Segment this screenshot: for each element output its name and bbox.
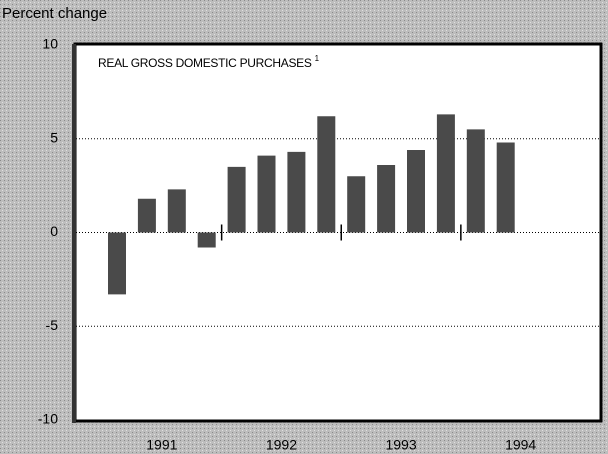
title-note: 1 [315,54,320,63]
bar [407,150,425,233]
y-tick-label: 5 [50,129,58,145]
x-tick-label: 1992 [266,437,297,453]
bar [347,176,366,233]
plot-shadow [72,44,76,423]
y-tick-label: 10 [42,36,58,52]
bar [137,198,156,233]
bar [167,189,186,233]
bar [436,114,455,233]
bar [496,142,515,233]
bar [227,166,246,233]
y-axis-label: Percent change [2,5,107,22]
bar [466,129,485,233]
y-tick-label: 0 [50,223,58,239]
x-tick-label: 1991 [146,437,177,453]
bar [108,232,126,295]
bar [197,232,216,248]
bar [287,151,306,233]
bar [257,155,276,233]
x-tick-label: 1994 [505,437,536,453]
bar [317,116,336,233]
title-text: REAL GROSS DOMESTIC PURCHASES [98,56,312,70]
y-tick-label: -10 [38,411,58,427]
chart-title: REAL GROSS DOMESTIC PURCHASES 1 [98,54,320,70]
y-tick-label: -5 [46,317,59,333]
bar [377,165,396,233]
x-tick-label: 1993 [385,437,416,453]
